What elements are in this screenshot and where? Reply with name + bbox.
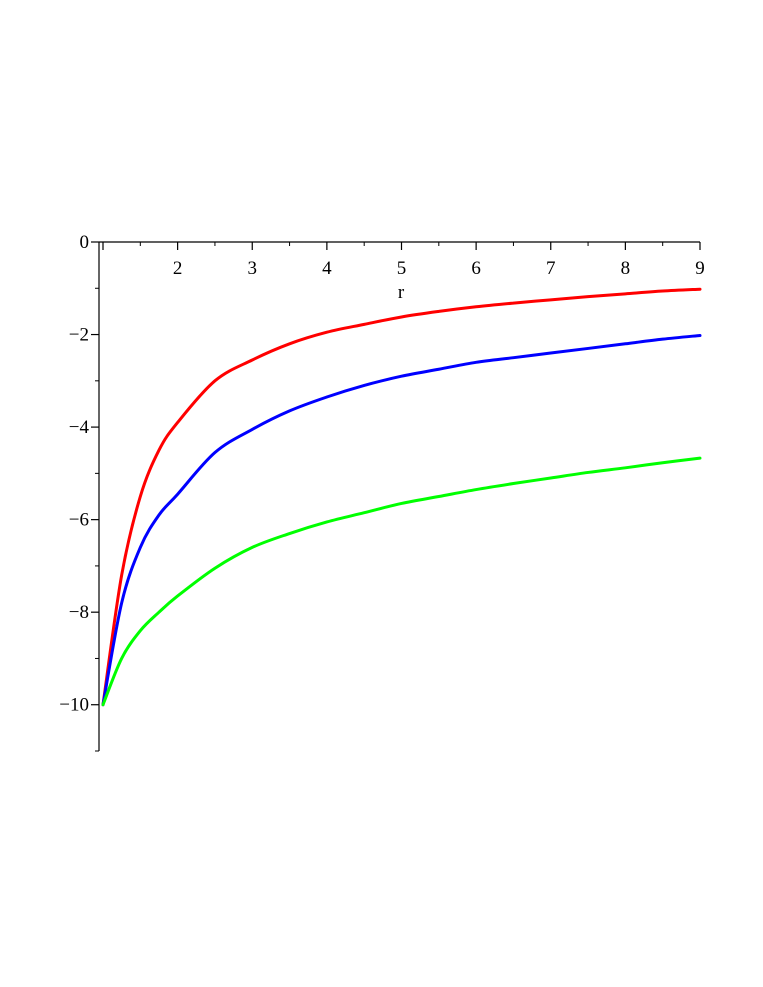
y-tick-label: −10 bbox=[59, 695, 89, 716]
series-line-1 bbox=[101, 287, 702, 707]
y-tick-label: −8 bbox=[69, 602, 89, 623]
series-line-2 bbox=[101, 333, 702, 707]
y-tick-label: −2 bbox=[69, 325, 89, 346]
x-tick-label: 4 bbox=[322, 258, 332, 279]
x-tick-label: 3 bbox=[248, 258, 258, 279]
axes bbox=[98, 241, 700, 751]
series-line-3 bbox=[101, 456, 702, 707]
y-tick-label: −4 bbox=[69, 417, 90, 438]
x-tick-label: 7 bbox=[546, 258, 556, 279]
x-tick-label: 8 bbox=[621, 258, 631, 279]
x-axis-label: r bbox=[398, 282, 405, 303]
x-tick-label: 5 bbox=[397, 258, 407, 279]
x-tick-label: 6 bbox=[471, 258, 481, 279]
ticks: 2 3 4 5 6 7 8 9 0 −2 −4 −6 −8 −10 bbox=[59, 232, 705, 752]
y-tick-label: −6 bbox=[69, 510, 89, 531]
x-tick-label: 9 bbox=[695, 258, 705, 279]
curves bbox=[101, 287, 702, 707]
y-tick-label: 0 bbox=[80, 232, 90, 253]
x-tick-label: 2 bbox=[173, 258, 183, 279]
